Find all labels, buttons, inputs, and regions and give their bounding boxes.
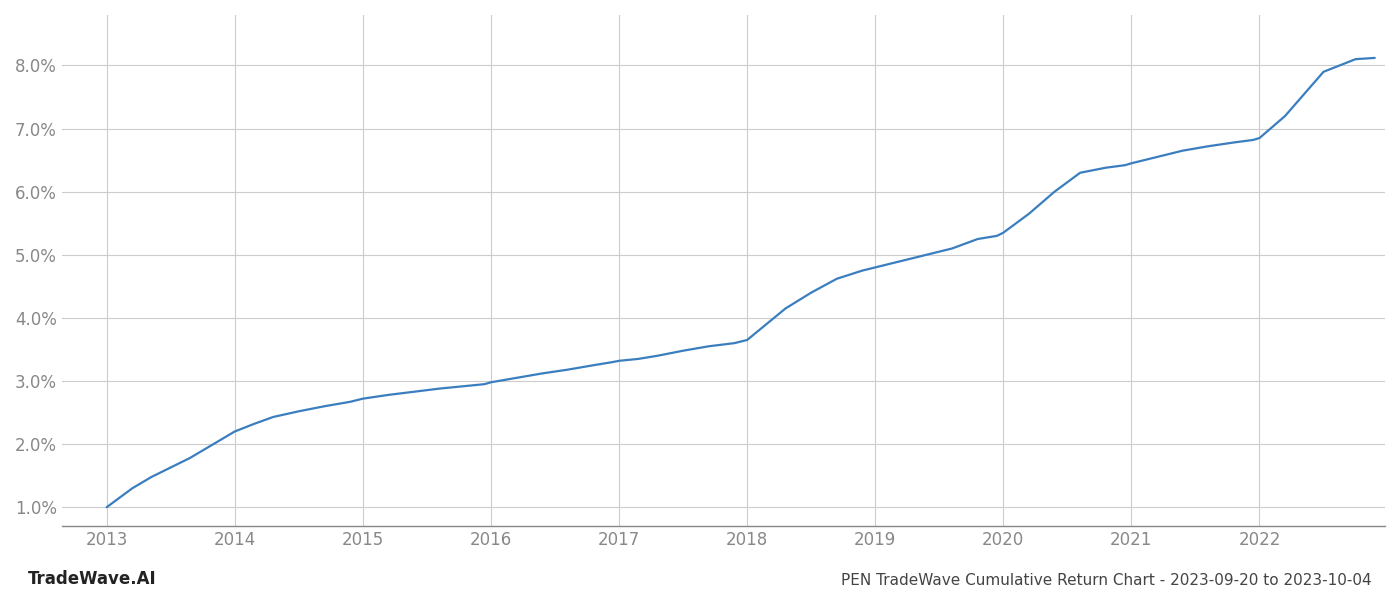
Text: TradeWave.AI: TradeWave.AI [28, 570, 157, 588]
Text: PEN TradeWave Cumulative Return Chart - 2023-09-20 to 2023-10-04: PEN TradeWave Cumulative Return Chart - … [841, 573, 1372, 588]
